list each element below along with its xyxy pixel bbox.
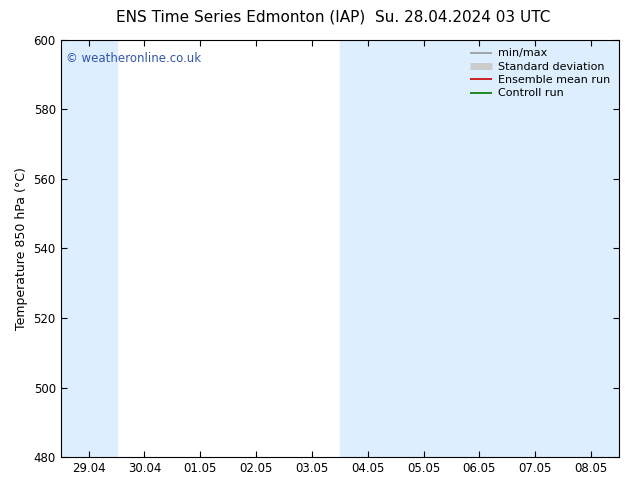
Text: Su. 28.04.2024 03 UTC: Su. 28.04.2024 03 UTC (375, 10, 550, 25)
Bar (507, 40, 619, 457)
Bar (61, 40, 117, 457)
Text: © weatheronline.co.uk: © weatheronline.co.uk (66, 52, 202, 65)
Text: ENS Time Series Edmonton (IAP): ENS Time Series Edmonton (IAP) (116, 10, 366, 25)
Bar (340, 40, 507, 457)
Legend: min/max, Standard deviation, Ensemble mean run, Controll run: min/max, Standard deviation, Ensemble me… (467, 45, 614, 102)
Y-axis label: Temperature 850 hPa (°C): Temperature 850 hPa (°C) (15, 167, 28, 330)
